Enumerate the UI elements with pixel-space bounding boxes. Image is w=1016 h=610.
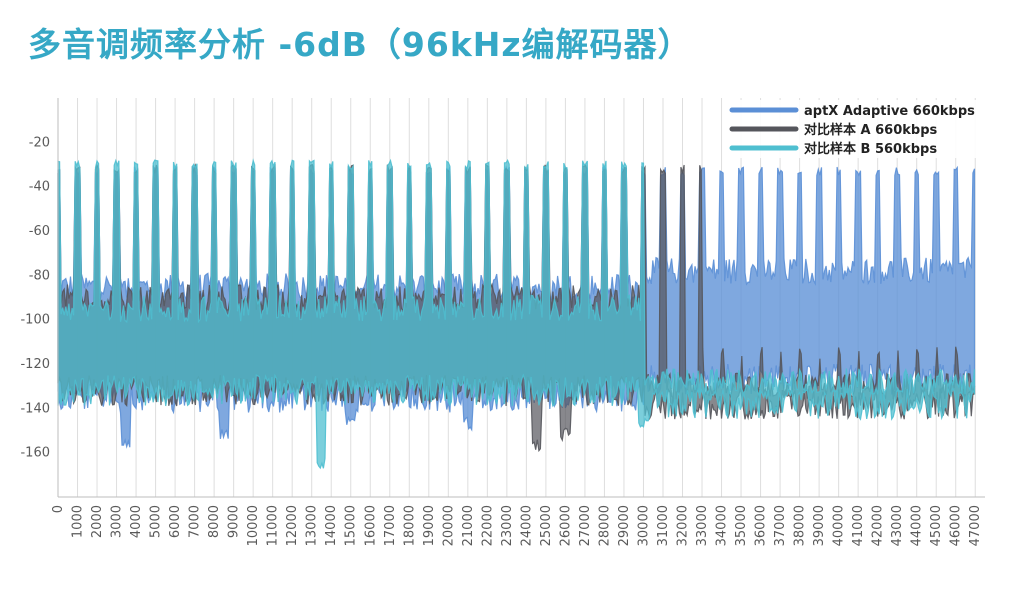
x-tick-label: 26000 bbox=[558, 505, 573, 546]
x-tick-label: 14000 bbox=[324, 505, 339, 546]
x-tick-label: 43000 bbox=[890, 505, 905, 546]
x-tick-label: 25000 bbox=[539, 505, 554, 546]
x-tick-label: 22000 bbox=[480, 505, 495, 546]
x-tick-label: 31000 bbox=[656, 505, 671, 546]
chart-title: 多音调频率分析 -6dB（96kHz编解码器） bbox=[28, 25, 692, 64]
x-tick-label: 47000 bbox=[968, 505, 983, 546]
x-tick-label: 10000 bbox=[246, 505, 261, 546]
x-tick-label: 6000 bbox=[168, 505, 183, 538]
x-tick-label: 7000 bbox=[188, 505, 203, 538]
x-tick-label: 27000 bbox=[578, 505, 593, 546]
x-tick-label: 0 bbox=[51, 505, 66, 513]
x-tick-label: 23000 bbox=[500, 505, 515, 546]
series-layer bbox=[57, 158, 976, 470]
x-tick-label: 41000 bbox=[851, 505, 866, 546]
x-tick-label: 13000 bbox=[305, 505, 320, 546]
x-tick-label: 44000 bbox=[910, 505, 925, 546]
x-tick-label: 33000 bbox=[695, 505, 710, 546]
y-tick-label: -160 bbox=[20, 446, 50, 461]
x-tick-label: 1000 bbox=[71, 505, 86, 538]
x-tick-label: 40000 bbox=[832, 505, 847, 546]
x-tick-label: 38000 bbox=[793, 505, 808, 546]
x-tick-label: 42000 bbox=[871, 505, 886, 546]
y-tick-label: -80 bbox=[29, 268, 50, 283]
x-tick-label: 9000 bbox=[227, 505, 242, 538]
x-tick-label: 36000 bbox=[754, 505, 769, 546]
x-tick-label: 3000 bbox=[110, 505, 125, 538]
x-tick-label: 17000 bbox=[383, 505, 398, 546]
x-tick-label: 24000 bbox=[519, 505, 534, 546]
y-tick-label: -120 bbox=[20, 357, 50, 372]
x-tick-label: 18000 bbox=[402, 505, 417, 546]
legend-label: 对比样本 B 560kbps bbox=[804, 141, 937, 157]
x-tick-label: 19000 bbox=[422, 505, 437, 546]
x-tick-label: 28000 bbox=[597, 505, 612, 546]
x-tick-label: 20000 bbox=[441, 505, 456, 546]
x-tick-label: 5000 bbox=[149, 505, 164, 538]
x-tick-label: 4000 bbox=[129, 505, 144, 538]
x-tick-label: 2000 bbox=[90, 505, 105, 538]
legend-label: 对比样本 A 660kbps bbox=[804, 122, 938, 138]
x-tick-label: 39000 bbox=[812, 505, 827, 546]
x-tick-label: 12000 bbox=[285, 505, 300, 546]
x-tick-label: 32000 bbox=[676, 505, 691, 546]
y-tick-label: -20 bbox=[29, 135, 50, 150]
x-tick-label: 16000 bbox=[363, 505, 378, 546]
y-tick-label: -60 bbox=[29, 224, 50, 239]
y-tick-label: -40 bbox=[29, 180, 50, 195]
legend: aptX Adaptive 660kbps 对比样本 A 660kbps 对比样本 … bbox=[724, 100, 982, 158]
legend-label: aptX Adaptive 660kbps bbox=[804, 104, 975, 119]
x-tick-label: 11000 bbox=[266, 505, 281, 546]
series-area bbox=[57, 158, 976, 470]
y-tick-label: -100 bbox=[20, 313, 50, 328]
x-tick-label: 46000 bbox=[949, 505, 964, 546]
x-tick-label: 35000 bbox=[734, 505, 749, 546]
x-tick-label: 30000 bbox=[636, 505, 651, 546]
x-tick-label: 45000 bbox=[929, 505, 944, 546]
series-2 bbox=[57, 158, 976, 470]
x-tick-label: 21000 bbox=[461, 505, 476, 546]
x-tick-label: 29000 bbox=[617, 505, 632, 546]
x-tick-label: 34000 bbox=[715, 505, 730, 546]
x-tick-label: 37000 bbox=[773, 505, 788, 546]
x-tick-label: 8000 bbox=[207, 505, 222, 538]
axes: -20 -40 -60 -80 -100 -120 -140 -160 0 1000 2000 300… bbox=[20, 98, 985, 546]
y-tick-label: -140 bbox=[20, 401, 50, 416]
x-tick-label: 15000 bbox=[344, 505, 359, 546]
